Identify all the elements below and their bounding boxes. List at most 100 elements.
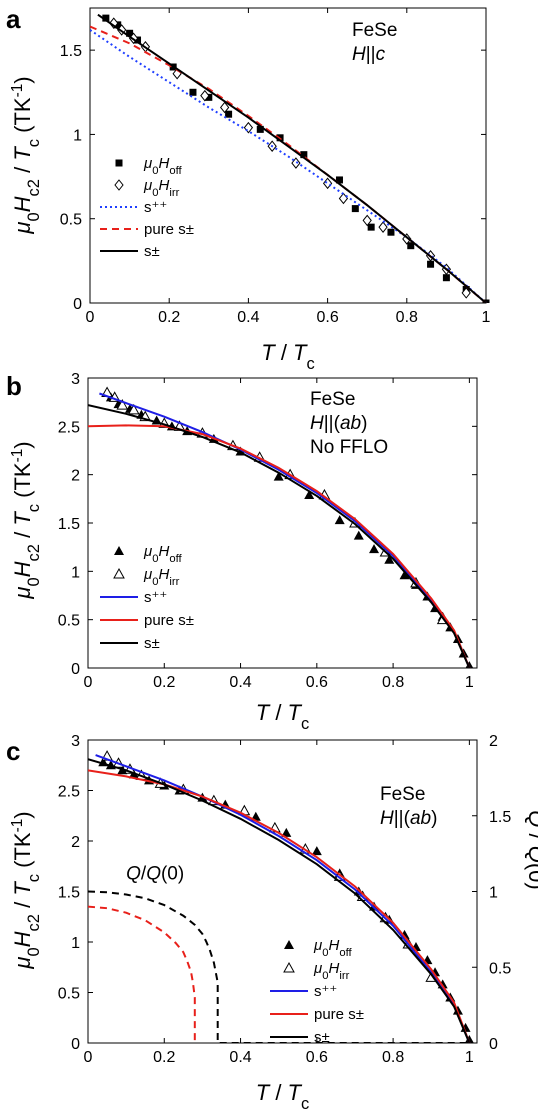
legend-label: pure s±	[144, 612, 194, 629]
y2-tick-label: 1.5	[489, 809, 511, 826]
y-tick-label: 3	[71, 371, 80, 388]
data-point-square	[300, 151, 308, 159]
y-tick-label: 3	[71, 733, 80, 750]
y-tick-label: 2	[71, 834, 80, 851]
data-point-diamond	[291, 157, 301, 169]
annotation-text: FeSe	[380, 784, 425, 805]
x-tick-label: 1	[482, 309, 491, 326]
legend-label: μ0Hoff	[143, 155, 183, 177]
series-line-6	[88, 905, 196, 1043]
panel-letter: c	[6, 736, 20, 766]
data-point-triangle	[353, 530, 364, 540]
y-tick-label: 2	[71, 468, 80, 485]
data-point-square	[482, 299, 490, 303]
inset-label: Q/Q(0)	[126, 863, 184, 884]
legend-label: pure s±	[314, 1006, 364, 1023]
data-point-triangle	[384, 554, 395, 564]
data-point-diamond	[219, 101, 230, 114]
x-axis-label: T / Tc	[256, 700, 310, 733]
annotation-text: H||c	[352, 44, 386, 65]
legend-label: s⁺⁺	[314, 983, 337, 1000]
plot-area	[90, 13, 490, 303]
y-tick-label: 0.5	[58, 613, 80, 630]
plot-area	[88, 750, 474, 1043]
y-tick-label: 0	[71, 661, 80, 678]
data-point-triangle	[464, 1034, 474, 1043]
annotation-text: H||(ab)	[380, 808, 437, 829]
data-point-square	[102, 14, 110, 22]
x-tick-label: 0.8	[396, 309, 418, 326]
x-tick-label: 1	[465, 674, 474, 691]
x-tick-label: 0.4	[229, 674, 251, 691]
legend-swatch	[113, 567, 125, 579]
x-tick-label: 0.2	[158, 309, 180, 326]
data-point-diamond	[362, 214, 372, 227]
y-axis-label: μ0Hc2 / Tc (TK-1)	[9, 76, 44, 234]
y-tick-label: 0.5	[58, 986, 80, 1003]
series-line-4	[97, 13, 487, 303]
data-point-triangle	[369, 544, 380, 554]
annotation-text: FeSe	[352, 20, 397, 41]
data-point-square	[256, 125, 264, 133]
series-line-2	[99, 392, 471, 668]
y2-tick-label: 0.5	[489, 960, 511, 977]
x-tick-label: 0.4	[237, 309, 259, 326]
series-line-3	[88, 424, 471, 668]
legend-swatch	[114, 179, 124, 191]
legend-label: s⁺⁺	[144, 589, 167, 606]
legend-label: μ0Hirr	[313, 960, 350, 982]
y-tick-label: 0.5	[60, 212, 82, 229]
y2-tick-label: 2	[489, 733, 498, 750]
panel-letter: a	[6, 4, 21, 34]
x-tick-label: 0.8	[382, 1049, 404, 1066]
y-tick-label: 0	[71, 1036, 80, 1053]
data-point-triangle	[311, 846, 322, 856]
y-tick-label: 1.5	[58, 516, 80, 533]
y-tick-label: 2.5	[58, 784, 80, 801]
annotation-text: No FFLO	[310, 437, 388, 458]
data-point-square	[351, 205, 359, 213]
legend-swatch	[115, 159, 123, 167]
data-point-diamond	[378, 221, 388, 233]
data-point-diamond	[461, 287, 471, 299]
series-line-4	[88, 758, 471, 1043]
y-axis-label: μ0Hc2 / Tc (TK-1)	[9, 811, 44, 969]
data-point-triangle-open	[127, 403, 140, 415]
legend-label: s⁺⁺	[144, 199, 167, 216]
y-axis-label: μ0Hc2 / Tc (TK-1)	[9, 441, 44, 599]
series-line-5	[88, 890, 470, 1043]
data-point-square	[189, 88, 197, 96]
x-tick-label: 0.6	[306, 674, 328, 691]
data-point-diamond	[322, 177, 333, 190]
x-tick-label: 0.2	[153, 1049, 175, 1066]
data-point-triangle	[273, 471, 284, 481]
y-tick-label: 1	[71, 935, 80, 952]
legend-label: s±	[144, 635, 160, 652]
y2-axis-label: Q / Q(0)	[524, 810, 538, 889]
data-point-triangle-open	[116, 399, 129, 410]
annotation-text: H||(ab)	[310, 413, 367, 434]
x-axis-label: T / Tc	[256, 1080, 310, 1113]
plot-area	[88, 386, 474, 668]
y-tick-label: 1	[71, 564, 80, 581]
legend-swatch	[114, 546, 124, 555]
legend-label: μ0Hirr	[143, 566, 180, 588]
y-tick-label: 1.5	[58, 885, 80, 902]
y-tick-label: 1.5	[60, 43, 82, 60]
legend-label: μ0Hoff	[143, 543, 183, 565]
data-point-diamond	[109, 17, 119, 29]
panel-letter: b	[6, 371, 22, 401]
data-point-triangle	[334, 515, 345, 525]
series-line-2	[95, 754, 471, 1043]
legend-label: pure s±	[144, 221, 194, 238]
data-point-triangle	[399, 570, 410, 580]
data-point-square	[387, 228, 395, 236]
data-point-triangle	[465, 661, 474, 668]
x-tick-label: 0.6	[316, 309, 338, 326]
data-point-square	[427, 260, 435, 268]
